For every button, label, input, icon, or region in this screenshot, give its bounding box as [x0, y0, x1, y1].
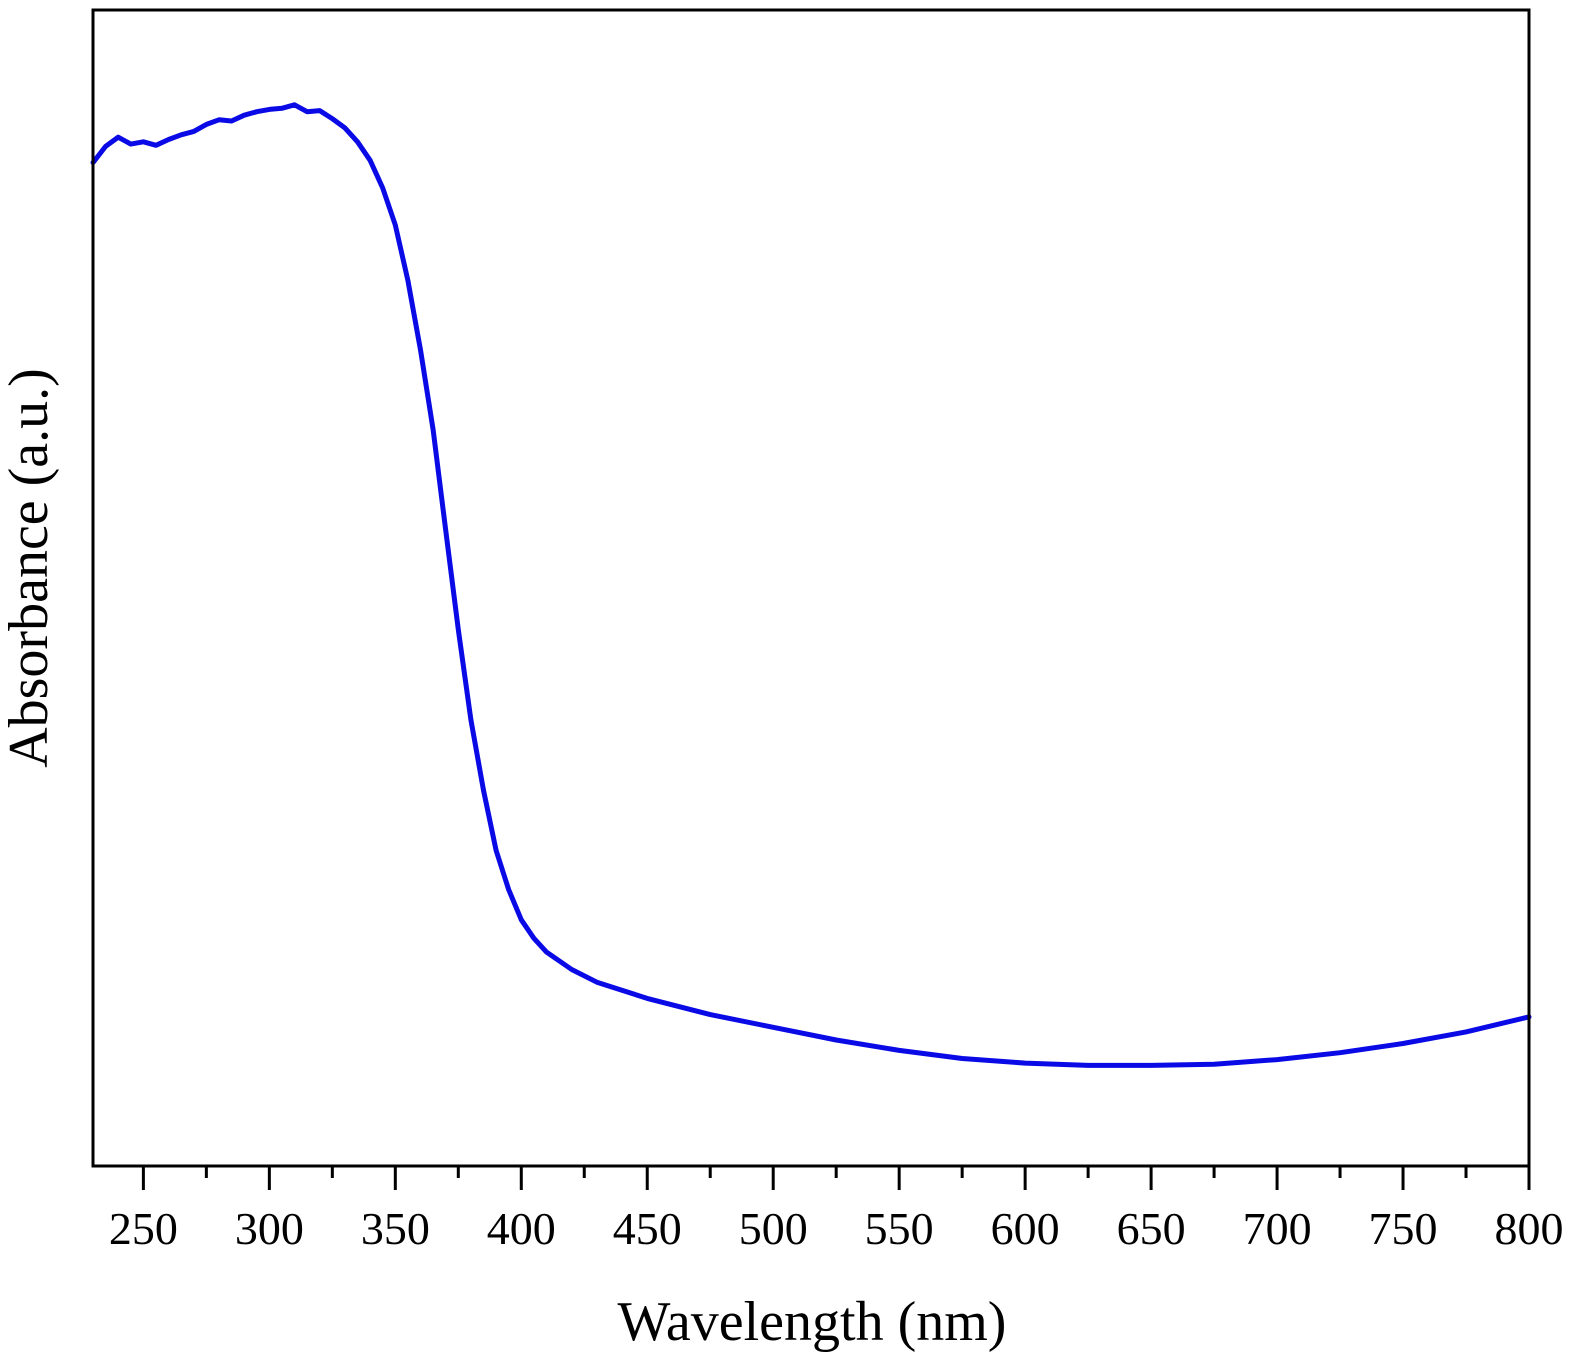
x-tick-label: 300	[235, 1203, 304, 1254]
x-tick-label: 650	[1117, 1203, 1186, 1254]
x-tick-label: 550	[865, 1203, 934, 1254]
x-tick-label: 450	[613, 1203, 682, 1254]
x-tick-label: 400	[487, 1203, 556, 1254]
x-tick-label: 750	[1369, 1203, 1438, 1254]
x-axis-label: Wavelength (nm)	[618, 1291, 1007, 1353]
x-tick-label: 700	[1243, 1203, 1312, 1254]
x-tick-label: 600	[991, 1203, 1060, 1254]
y-axis-label: Absorbance (a.u.)	[0, 368, 60, 768]
x-tick-label: 250	[109, 1203, 178, 1254]
x-tick-label: 500	[739, 1203, 808, 1254]
x-tick-label: 350	[361, 1203, 430, 1254]
plot-frame	[91, 8, 1531, 1168]
absorbance-series-line	[90, 102, 1532, 1068]
x-axis-ticks: 250 300 350 400 450 500 550 600 650 700 750 800	[109, 1166, 1564, 1254]
x-tick-label: 800	[1495, 1203, 1564, 1254]
